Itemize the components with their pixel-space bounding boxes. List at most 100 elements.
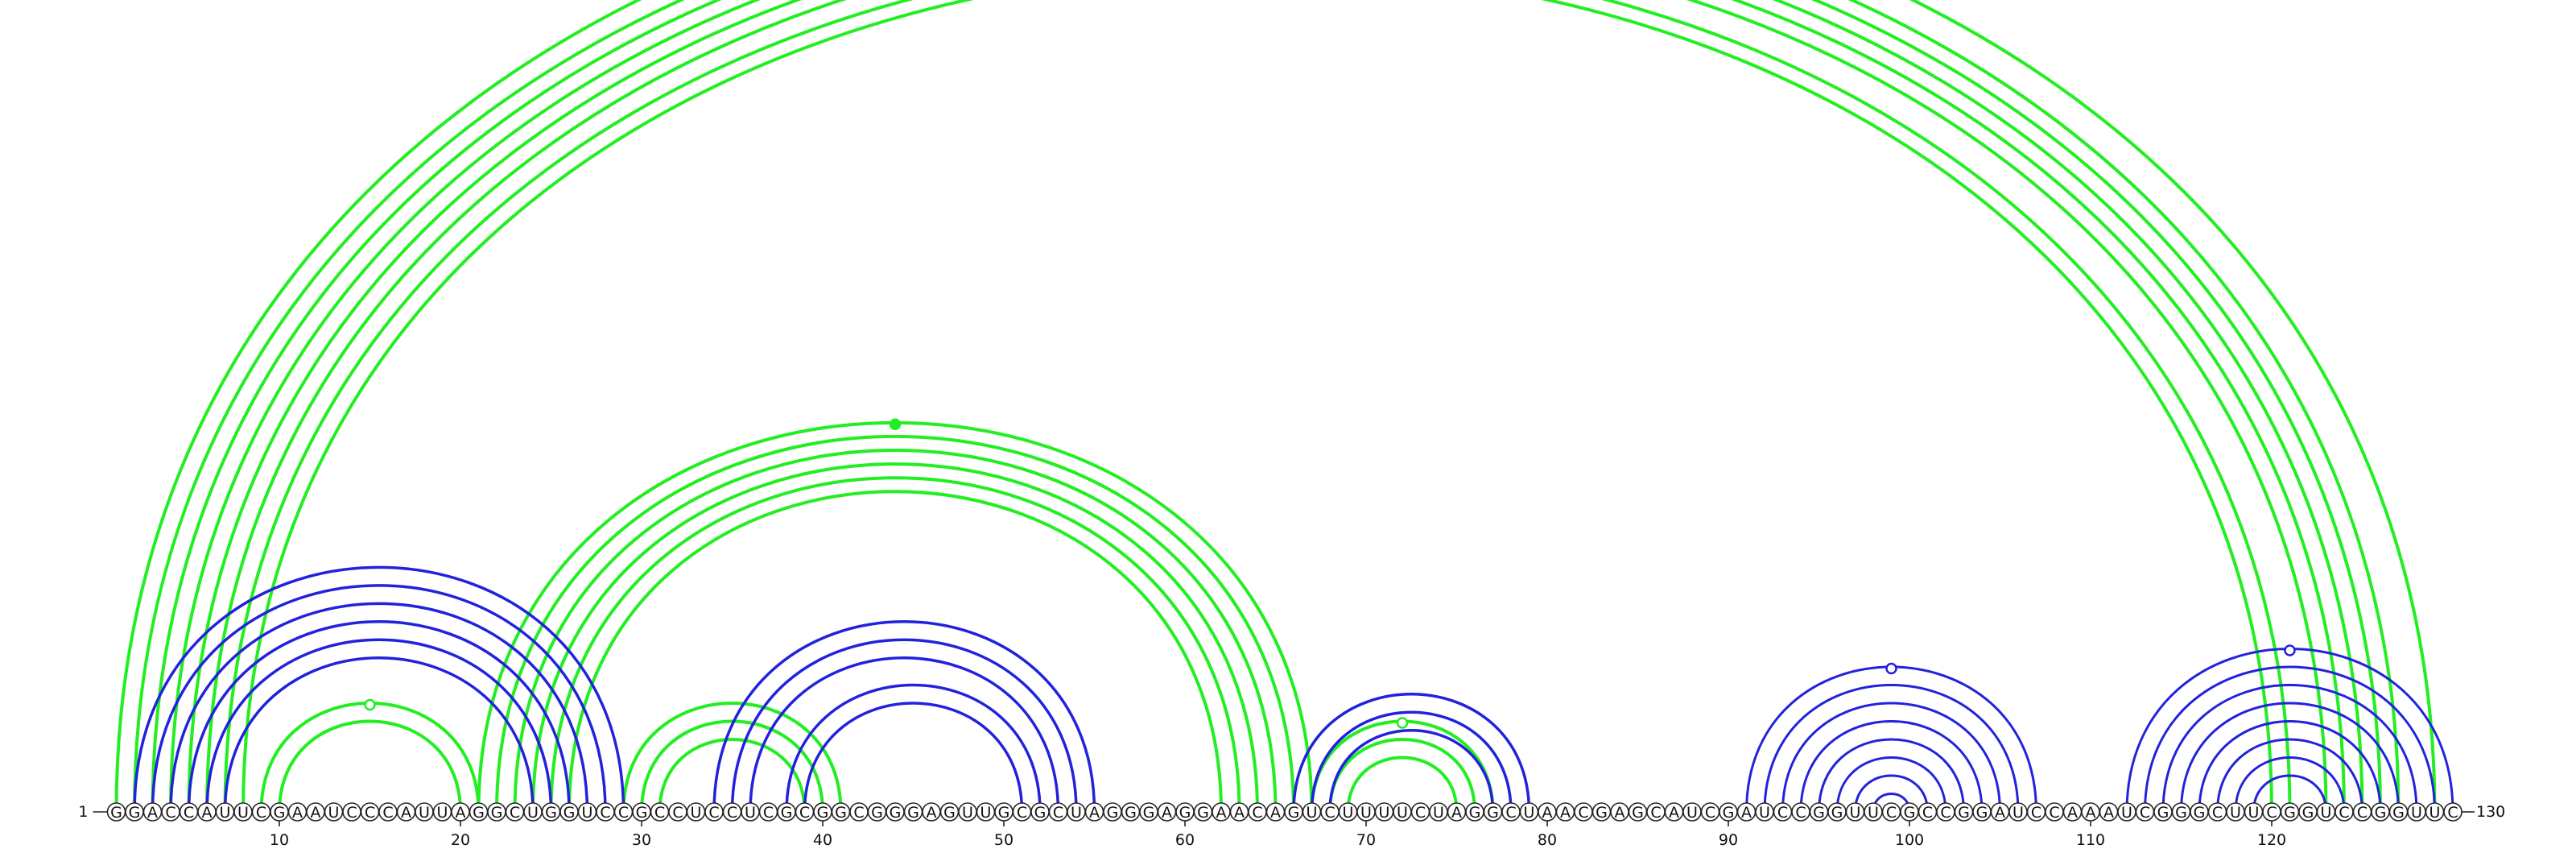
- nucleotide-71: U: [1374, 802, 1394, 822]
- base-pair-arc-2-127: [133, 0, 2401, 813]
- nucleotide-letter-64: C: [1252, 804, 1262, 822]
- nucleotide-6: A: [197, 802, 217, 822]
- nucleotide-letter-74: U: [1433, 804, 1444, 822]
- tick-label-100: 100: [1895, 831, 1924, 849]
- nucleotide-87: A: [1664, 802, 1684, 822]
- nucleotide-27: U: [577, 802, 597, 822]
- arc-marker-4: [1396, 717, 1409, 729]
- base-pair-arc-4-125: [169, 0, 2364, 813]
- nucleotide-letter-28: C: [600, 804, 610, 822]
- nucleotide-79: U: [1519, 802, 1539, 822]
- nucleotide-73: C: [1410, 802, 1430, 822]
- base-pair-arc-3-126: [151, 0, 2382, 813]
- nucleotide-letter-107: C: [2031, 804, 2041, 822]
- nucleotide-99: C: [1881, 802, 1901, 822]
- nucleotide-9: C: [251, 802, 271, 822]
- nucleotide-letter-67: U: [1307, 804, 1318, 822]
- nucleotide-letter-72: U: [1397, 804, 1408, 822]
- nucleotide-34: C: [704, 802, 724, 822]
- nucleotide-letter-61: G: [1197, 804, 1209, 822]
- tick-label-50: 50: [994, 831, 1013, 849]
- nucleotide-113: C: [2135, 802, 2155, 822]
- nucleotide-63: A: [1229, 802, 1249, 822]
- nucleotide-letter-78: C: [1505, 804, 1516, 822]
- nucleotide-29: C: [613, 802, 634, 822]
- nucleotide-70: U: [1356, 802, 1376, 822]
- nucleotide-119: U: [2244, 802, 2264, 822]
- nucleotide-20: A: [451, 802, 470, 822]
- nucleotide-89: C: [1700, 802, 1720, 822]
- nucleotide-16: C: [378, 802, 398, 822]
- nucleotide-69: U: [1338, 802, 1358, 822]
- base-pair-arc-119-123: [2252, 774, 2327, 813]
- nucleotide-38: G: [777, 802, 796, 822]
- nucleotide-90: G: [1719, 802, 1738, 822]
- base-pair-arc-67-77: [1310, 719, 1495, 813]
- base-pair-arc-5-26: [187, 620, 571, 813]
- nucleotide-letter-7: U: [220, 804, 231, 822]
- nucleotide-83: G: [1591, 802, 1612, 822]
- nucleotide-33: U: [686, 802, 706, 822]
- nucleotide-125: C: [2352, 802, 2372, 822]
- nucleotide-letter-91: A: [1741, 804, 1752, 822]
- base-pair-arc-118-124: [2234, 756, 2346, 813]
- nucleotide-letter-79: U: [1524, 804, 1535, 822]
- nucleotide-letter-30: G: [636, 804, 648, 822]
- base-pair-arc-5-124: [187, 0, 2346, 813]
- nucleotide-letter-26: G: [564, 804, 576, 822]
- nucleotide-letter-48: U: [962, 804, 973, 822]
- nucleotide-2: G: [125, 802, 144, 822]
- nucleotide-80: A: [1538, 802, 1557, 822]
- nucleotide-14: C: [342, 802, 361, 822]
- nucleotide-letter-103: G: [1958, 804, 1970, 822]
- nucleotide-letter-60: G: [1179, 804, 1191, 822]
- nucleotide-127: G: [2388, 802, 2409, 822]
- nucleotide-letter-101: C: [1922, 804, 1933, 822]
- nucleotide-letter-20: A: [456, 804, 466, 822]
- base-pair-arc-1-129: [114, 0, 2437, 813]
- nucleotide-letter-18: U: [419, 804, 430, 822]
- nucleotide-86: C: [1646, 802, 1666, 822]
- tick-label-10: 10: [270, 831, 289, 849]
- nucleotide-letter-90: G: [1723, 804, 1735, 822]
- nucleotide-letter-106: U: [2013, 804, 2024, 822]
- nucleotide-letter-37: C: [763, 804, 774, 822]
- nucleotide-letter-86: C: [1650, 804, 1661, 822]
- nucleotide-1: G: [106, 802, 126, 822]
- base-pair-arc-115-127: [2180, 702, 2400, 813]
- nucleotide-letter-12: A: [311, 804, 321, 822]
- nucleotide-48: U: [958, 802, 977, 822]
- nucleotide-letter-5: C: [184, 804, 194, 822]
- nucleotide-letter-46: A: [927, 804, 937, 822]
- nucleotide-21: G: [469, 802, 489, 822]
- nucleotide-124: C: [2334, 802, 2354, 822]
- nucleotide-51: C: [1012, 802, 1032, 822]
- arcs-layer: [114, 0, 2454, 813]
- nucleotide-39: C: [795, 802, 815, 822]
- nucleotide-letter-63: A: [1234, 804, 1245, 822]
- nucleotide-letter-109: A: [2067, 804, 2078, 822]
- base-pair-arc-92-106: [1763, 684, 2020, 813]
- nucleotide-letter-68: C: [1324, 804, 1335, 822]
- nucleotide-42: C: [849, 802, 869, 822]
- nucleotide-letter-57: G: [1125, 804, 1137, 822]
- nucleotide-24: U: [523, 802, 543, 822]
- base-pair-arc-24-64: [531, 462, 1259, 813]
- nucleotide-letter-117: C: [2212, 804, 2223, 822]
- nucleotide-114: G: [2153, 802, 2173, 822]
- nucleotide-letter-105: A: [1995, 804, 2005, 822]
- nucleotide-letter-33: U: [691, 804, 702, 822]
- nucleotide-55: A: [1084, 802, 1104, 822]
- base-pair-arc-10-20: [278, 719, 462, 813]
- nucleotide-letter-115: G: [2175, 804, 2187, 822]
- nucleotide-letter-27: U: [582, 804, 593, 822]
- base-pair-arc-2-29: [133, 565, 625, 813]
- base-pair-arc-7-24: [223, 656, 535, 813]
- nucleotide-letter-99: C: [1886, 804, 1897, 822]
- nucleotide-letter-81: A: [1560, 804, 1571, 822]
- nucleotide-47: G: [939, 802, 960, 822]
- nucleotide-letter-71: U: [1379, 804, 1390, 822]
- nucleotide-letter-43: G: [871, 804, 883, 822]
- nucleotide-65: A: [1265, 802, 1286, 822]
- base-pair-arc-21-67: [477, 421, 1314, 813]
